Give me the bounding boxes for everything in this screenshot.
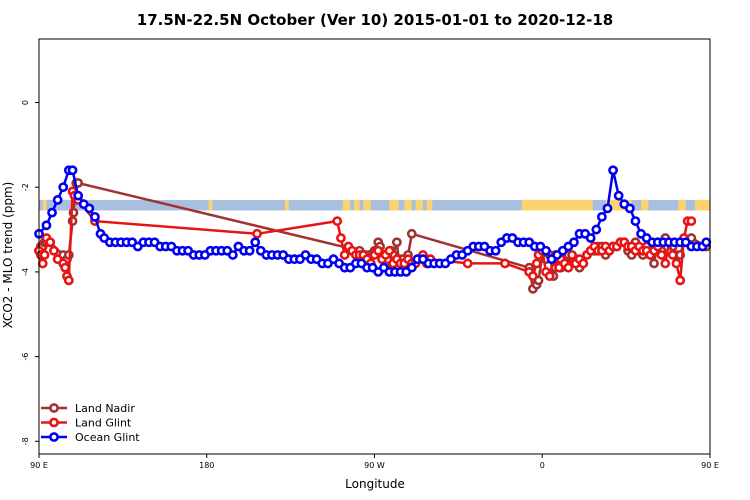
data-point: [531, 258, 542, 269]
legend-label: Land Glint: [75, 417, 132, 430]
data-point: [563, 262, 574, 273]
x-tick-label: 90 W: [364, 461, 385, 470]
data-point: [67, 165, 78, 176]
legend-item-ocean-glint: Ocean Glint: [41, 431, 140, 444]
x-tick-label: 0: [540, 461, 545, 470]
series-ocean-glint: [34, 165, 712, 277]
land-segment: [285, 199, 289, 211]
x-tick-label: 90 E: [701, 461, 719, 470]
land-segment: [426, 199, 433, 211]
y-tick-label: -6: [21, 353, 30, 361]
y-tick-label: -2: [21, 183, 30, 191]
land-segment: [208, 199, 213, 211]
ocean-band: [39, 199, 710, 211]
x-tick-label: 90 E: [30, 461, 48, 470]
x-tick-label: 180: [199, 461, 214, 470]
data-point: [624, 203, 635, 214]
land-segment: [641, 199, 649, 211]
data-point: [578, 258, 589, 269]
land-segment: [342, 199, 351, 211]
data-point: [630, 216, 641, 226]
data-point: [332, 216, 343, 226]
data-point: [596, 211, 607, 222]
data-point: [591, 224, 602, 235]
data-point: [608, 165, 618, 176]
series-layer: [34, 165, 712, 294]
data-point: [227, 250, 238, 260]
data-point: [41, 220, 52, 231]
land-segment: [521, 199, 593, 211]
data-point: [58, 182, 69, 193]
data-point: [660, 258, 671, 269]
x-axis-label: Longitude: [345, 477, 405, 491]
legend-label: Ocean Glint: [75, 431, 140, 444]
data-point: [339, 250, 350, 260]
land-segment: [363, 199, 371, 211]
data-point: [37, 258, 48, 269]
land-segment: [42, 199, 47, 211]
data-point: [528, 271, 538, 282]
data-point: [90, 211, 100, 222]
data-point: [49, 245, 59, 256]
data-point: [52, 195, 63, 205]
chart-title: 17.5N-22.5N October (Ver 10) 2015-01-01 …: [137, 11, 613, 29]
land-segment: [678, 199, 686, 211]
data-point: [384, 245, 395, 256]
land-segment: [404, 199, 412, 211]
legend-item-land-glint: Land Glint: [41, 417, 132, 430]
data-point: [252, 228, 262, 239]
land-segment: [695, 199, 710, 211]
data-point: [391, 237, 402, 248]
x-axis: 90 E 180 90 W 0 90 E: [30, 454, 719, 470]
land-segment: [605, 199, 632, 211]
legend-item-land-nadir: Land Nadir: [41, 402, 135, 415]
y-axis: 0 -2 -4 -6 -8: [21, 100, 39, 445]
data-point: [541, 245, 551, 256]
legend-label: Land Nadir: [75, 402, 135, 415]
data-point: [500, 258, 510, 269]
series-line-land-nadir: [37, 181, 707, 292]
data-point: [406, 228, 417, 239]
y-axis-label: XCO2 - MLO trend (ppm): [1, 182, 15, 329]
legend-marker: [49, 403, 59, 413]
data-point: [667, 250, 678, 260]
y-tick-label: -4: [21, 268, 30, 276]
data-point: [373, 245, 384, 256]
data-point: [63, 275, 74, 286]
data-point: [585, 233, 596, 243]
data-point: [613, 190, 624, 201]
land-segment: [415, 199, 423, 211]
data-point: [656, 250, 667, 260]
land-segment: [389, 199, 399, 211]
data-point: [406, 262, 417, 273]
data-point: [244, 245, 255, 256]
data-point: [462, 258, 473, 269]
y-tick-label: -8: [21, 437, 30, 445]
data-point: [544, 271, 555, 282]
data-point: [686, 216, 697, 226]
data-point: [84, 203, 95, 214]
data-point: [250, 237, 261, 248]
legend-marker: [49, 432, 59, 442]
data-point: [701, 237, 712, 248]
data-point: [73, 190, 84, 201]
data-point: [336, 233, 346, 243]
data-point: [675, 275, 686, 286]
data-point: [671, 258, 682, 269]
legend-marker: [49, 417, 59, 428]
y-tick-label: 0: [21, 100, 30, 105]
data-point: [45, 237, 56, 248]
data-point: [60, 262, 70, 273]
land-segment: [353, 199, 360, 211]
data-point: [567, 250, 577, 260]
data-point: [649, 258, 659, 269]
data-point: [569, 237, 579, 248]
land-ocean-mask: [39, 199, 710, 211]
data-point: [602, 203, 613, 214]
data-point: [39, 250, 50, 260]
data-point: [47, 207, 57, 218]
data-point: [490, 245, 501, 256]
